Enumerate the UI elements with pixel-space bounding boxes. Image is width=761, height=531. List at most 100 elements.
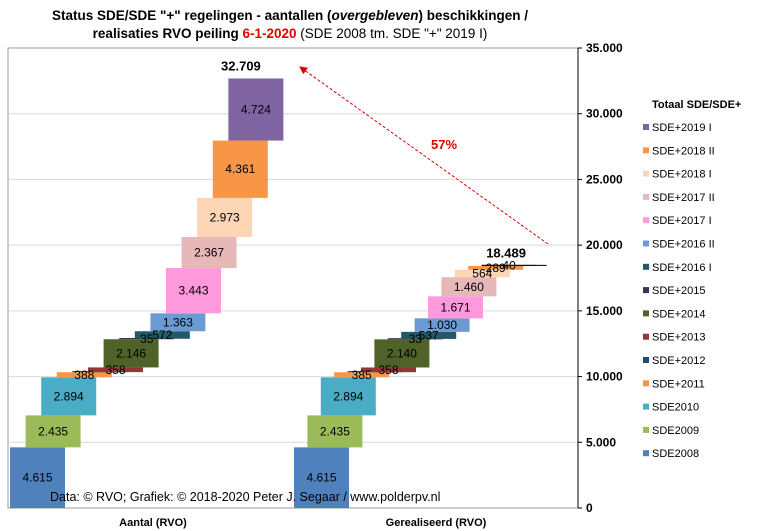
- legend-swatch: [643, 124, 649, 130]
- bar-segment: [334, 372, 390, 378]
- total-labels: 32.709 18.489: [221, 58, 547, 266]
- segment-label: 358: [105, 363, 125, 377]
- segment-label: 1.030: [427, 318, 457, 332]
- growth-arrow: [299, 66, 549, 245]
- legend-item: SDE+2019 I: [652, 122, 712, 134]
- segment-label: 1.460: [454, 280, 484, 294]
- segment-label: 2.435: [320, 424, 350, 438]
- bar-segment: [181, 236, 237, 269]
- segment-label: 2.973: [210, 210, 240, 224]
- legend-item: SDE2009: [652, 425, 699, 437]
- chart-title-line-2: realisaties RVO peiling 6-1-2020 (SDE 20…: [93, 26, 488, 41]
- legend-item: SDE+2018 I: [652, 169, 712, 181]
- chart-title-line-1: Status SDE/SDE "+" regelingen - aantalle…: [52, 8, 528, 23]
- segment-label: 2.367: [194, 246, 224, 260]
- segment-label: 4.724: [241, 103, 271, 117]
- segment-label: 4.361: [225, 162, 255, 176]
- y-tick-label: 15.000: [586, 304, 623, 318]
- category-labels: Aantal (RVO) Gerealiseerd (RVO): [119, 517, 486, 529]
- category-label: Gerealiseerd (RVO): [386, 517, 487, 529]
- segment-label: 564: [472, 266, 492, 280]
- legend-item: SDE2008: [652, 448, 699, 460]
- bar-segment: [56, 372, 112, 378]
- bar-segment: [454, 269, 510, 278]
- segment-label: 388: [74, 368, 94, 382]
- y-tick-label: 10.000: [586, 370, 623, 384]
- bar-segment: [212, 140, 268, 198]
- legend-swatch: [643, 193, 649, 200]
- segment-label: 2.146: [116, 346, 146, 360]
- legend-swatch: [643, 170, 649, 177]
- bar-segment: [197, 197, 253, 237]
- bar-segment: [150, 313, 206, 332]
- legend-item: SDE+2012: [652, 355, 706, 367]
- bar-segment: [361, 367, 416, 373]
- legend-swatch: [643, 380, 649, 387]
- segment-label: 33: [409, 332, 423, 346]
- legend-swatch: [643, 403, 649, 410]
- legend-item: SDE2010: [652, 402, 699, 414]
- bar-segment: [401, 331, 457, 339]
- bar-segment: [320, 377, 376, 416]
- legend-swatch: [643, 287, 649, 294]
- legend-swatch: [643, 263, 649, 270]
- segment-label: 35: [140, 332, 154, 346]
- legend-item: SDE+2013: [652, 332, 706, 344]
- y-tick-label: 5.000: [586, 435, 616, 449]
- segment-label: 3.443: [178, 284, 208, 298]
- segment-label: 2.894: [333, 389, 363, 403]
- legend-item: SDE+2017 II: [652, 192, 715, 204]
- legend-swatch: [643, 333, 649, 340]
- segment-label: 358: [378, 363, 398, 377]
- segment-label: 1.671: [440, 300, 470, 314]
- bar-segment: [468, 265, 524, 270]
- legend-swatch: [643, 240, 649, 247]
- legend-swatch: [643, 450, 649, 457]
- bars: [10, 78, 537, 508]
- legend-title: Totaal SDE/SDE+: [652, 99, 741, 111]
- bar-segment: [25, 415, 81, 448]
- segment-label: 4.615: [306, 471, 336, 485]
- legend-item: SDE+2015: [652, 285, 706, 297]
- legend-swatch: [643, 217, 649, 224]
- bar-segment: [414, 318, 470, 332]
- legend-item: SDE+2017 I: [652, 215, 712, 227]
- legend-item: SDE+2011: [652, 378, 705, 390]
- segment-label: 289: [486, 261, 506, 275]
- segment-label: 385: [352, 368, 372, 382]
- total-label: 18.489: [486, 245, 526, 260]
- segment-label: 2.140: [387, 346, 417, 360]
- segment-label: 2.894: [54, 389, 84, 403]
- y-tick-label: 25.000: [586, 172, 623, 186]
- legend-swatch: [643, 310, 649, 317]
- legend-item: SDE+2014: [652, 308, 706, 320]
- bar-segment: [103, 339, 159, 368]
- legend: SDE+2019 I SDE+2018 II SDE+2018 I SDE+2017 …: [643, 122, 715, 460]
- segment-label: 2.435: [38, 424, 68, 438]
- legend-swatch: [643, 357, 649, 363]
- legend-item: SDE+2016 I: [652, 262, 712, 274]
- bar-segment: [134, 331, 190, 339]
- legend-swatch: [643, 426, 649, 433]
- bar-segment: [10, 447, 65, 508]
- bar-segment: [41, 377, 97, 416]
- segment-label: 1.363: [163, 315, 193, 329]
- y-tick-label: 20.000: [586, 238, 623, 252]
- y-axis: 0 5.000 10.000 15.000 20.000 25.000 30.000 35.0…: [577, 41, 623, 515]
- y-tick-label: 35.000: [586, 41, 623, 55]
- credit-text: Data: © RVO; Grafiek: © 2018-2020 Peter …: [50, 490, 440, 504]
- legend-swatch: [643, 147, 649, 154]
- bar-segment: [374, 339, 430, 368]
- total-label: 32.709: [221, 58, 261, 73]
- bar-segment: [307, 415, 363, 448]
- y-tick-label: 30.000: [586, 107, 623, 121]
- annotation-percentage: 57%: [431, 137, 457, 152]
- segment-label: 4.615: [22, 471, 52, 485]
- category-label: Aantal (RVO): [119, 517, 187, 529]
- segment-label: 537: [419, 328, 439, 342]
- bar-segment: [441, 277, 497, 297]
- y-tick-label: 0: [586, 501, 593, 515]
- bar-segment: [228, 78, 284, 141]
